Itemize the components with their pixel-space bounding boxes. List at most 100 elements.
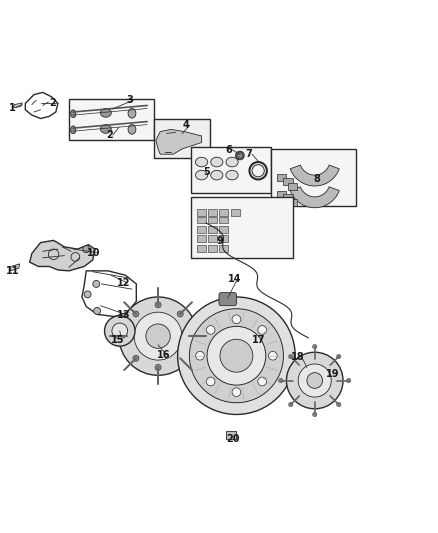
Polygon shape [290, 165, 339, 186]
Text: 12: 12 [117, 278, 131, 288]
Text: 17: 17 [252, 335, 266, 345]
Circle shape [189, 309, 283, 403]
FancyBboxPatch shape [219, 293, 237, 305]
FancyBboxPatch shape [219, 245, 228, 252]
Circle shape [298, 364, 331, 397]
Circle shape [258, 377, 266, 386]
FancyBboxPatch shape [277, 191, 286, 198]
Circle shape [346, 378, 351, 383]
Circle shape [177, 311, 183, 317]
Circle shape [238, 154, 242, 158]
FancyBboxPatch shape [277, 174, 286, 181]
Polygon shape [290, 187, 339, 208]
Text: 10: 10 [87, 247, 100, 257]
Circle shape [83, 246, 90, 253]
Text: 16: 16 [156, 350, 170, 360]
Text: 3: 3 [127, 95, 133, 105]
Circle shape [93, 280, 100, 287]
FancyBboxPatch shape [208, 209, 217, 215]
Text: 15: 15 [111, 335, 125, 345]
Text: 4: 4 [183, 120, 190, 130]
FancyBboxPatch shape [288, 183, 297, 190]
Circle shape [307, 373, 322, 389]
Ellipse shape [226, 171, 238, 180]
FancyBboxPatch shape [219, 227, 228, 233]
FancyBboxPatch shape [219, 217, 228, 223]
Circle shape [289, 402, 293, 407]
Circle shape [105, 316, 135, 346]
Text: 11: 11 [6, 266, 19, 276]
Circle shape [206, 326, 215, 334]
FancyBboxPatch shape [271, 149, 356, 206]
Circle shape [236, 151, 244, 160]
Text: 2: 2 [106, 130, 113, 140]
FancyBboxPatch shape [197, 217, 206, 223]
Circle shape [155, 365, 161, 370]
FancyBboxPatch shape [226, 431, 236, 439]
Polygon shape [30, 240, 95, 271]
Text: 19: 19 [326, 369, 340, 379]
FancyBboxPatch shape [208, 245, 217, 252]
FancyBboxPatch shape [197, 245, 206, 252]
Circle shape [119, 297, 197, 375]
Ellipse shape [128, 109, 136, 118]
Polygon shape [14, 103, 22, 108]
FancyBboxPatch shape [208, 227, 217, 233]
Circle shape [155, 302, 161, 308]
Ellipse shape [71, 110, 76, 118]
Circle shape [94, 308, 101, 314]
Circle shape [286, 352, 343, 409]
Circle shape [133, 311, 139, 317]
Circle shape [207, 326, 266, 385]
Circle shape [258, 326, 266, 334]
FancyBboxPatch shape [154, 118, 210, 158]
Text: 7: 7 [245, 149, 252, 159]
Text: 8: 8 [314, 174, 320, 183]
Circle shape [112, 323, 127, 339]
Circle shape [178, 297, 295, 415]
FancyBboxPatch shape [208, 235, 217, 241]
Circle shape [279, 378, 283, 383]
Circle shape [336, 402, 341, 407]
Circle shape [220, 340, 253, 372]
Circle shape [134, 312, 182, 360]
Ellipse shape [128, 125, 136, 134]
Circle shape [196, 351, 205, 360]
Text: 5: 5 [203, 167, 210, 176]
Ellipse shape [100, 125, 111, 133]
Circle shape [313, 344, 317, 349]
Circle shape [336, 354, 341, 359]
Ellipse shape [226, 157, 238, 167]
Text: 13: 13 [117, 310, 131, 320]
Ellipse shape [211, 157, 223, 167]
FancyBboxPatch shape [197, 227, 206, 233]
Text: 1: 1 [9, 103, 16, 112]
FancyBboxPatch shape [197, 235, 206, 241]
Text: 18: 18 [291, 352, 305, 362]
Polygon shape [10, 264, 20, 271]
Text: 20: 20 [226, 434, 240, 445]
Circle shape [268, 351, 277, 360]
Circle shape [206, 377, 215, 386]
FancyBboxPatch shape [191, 147, 271, 192]
Circle shape [186, 333, 192, 339]
Ellipse shape [100, 109, 111, 117]
Circle shape [124, 333, 130, 339]
FancyBboxPatch shape [231, 209, 240, 215]
Text: 14: 14 [227, 273, 241, 284]
Polygon shape [156, 130, 201, 154]
FancyBboxPatch shape [208, 217, 217, 223]
Circle shape [313, 413, 317, 417]
Ellipse shape [211, 171, 223, 180]
FancyBboxPatch shape [283, 177, 293, 184]
Circle shape [133, 356, 139, 361]
FancyBboxPatch shape [191, 197, 293, 258]
FancyBboxPatch shape [197, 209, 206, 215]
Ellipse shape [195, 157, 208, 167]
Ellipse shape [71, 126, 76, 134]
FancyBboxPatch shape [283, 194, 293, 201]
FancyBboxPatch shape [219, 209, 228, 215]
FancyBboxPatch shape [288, 199, 297, 206]
Text: 2: 2 [49, 98, 56, 108]
Circle shape [289, 354, 293, 359]
